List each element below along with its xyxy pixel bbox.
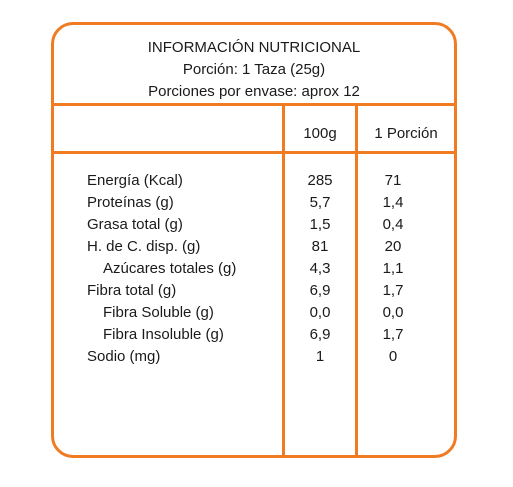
nutrient-value-100g: 285	[307, 172, 333, 189]
column-divider-left	[282, 106, 285, 455]
nutrient-value-portion: 1,4	[382, 194, 404, 211]
nutrient-value-portion: 0,0	[382, 304, 404, 321]
nutrient-value-portion: 71	[384, 172, 402, 189]
nutrient-name: Grasa total (g)	[87, 216, 183, 233]
nutrient-name: Sodio (mg)	[87, 348, 161, 365]
nutrient-value-portion: 20	[384, 238, 402, 255]
column-header-100g: 100g	[303, 125, 337, 142]
column-header-divider	[54, 151, 454, 154]
nutrient-subname: Fibra Insoluble (g)	[103, 326, 224, 343]
nutrient-value-100g: 6,9	[309, 326, 331, 343]
nutrient-value-portion: 0	[388, 348, 398, 365]
nutrient-value-100g: 0,0	[309, 304, 331, 321]
label-title: INFORMACIÓN NUTRICIONAL	[147, 39, 361, 56]
header-divider	[54, 103, 454, 106]
nutrient-value-100g: 4,3	[309, 260, 331, 277]
column-divider-right	[355, 106, 358, 455]
servings-per-container: Porciones por envase: aprox 12	[148, 83, 360, 100]
nutrient-name: H. de C. disp. (g)	[87, 238, 201, 255]
column-header-portion: 1 Porción	[374, 125, 438, 142]
nutrient-value-100g: 6,9	[309, 282, 331, 299]
nutrition-label-frame	[51, 22, 457, 458]
nutrient-value-100g: 81	[311, 238, 329, 255]
portion-size: Porción: 1 Taza (25g)	[182, 61, 326, 78]
nutrient-value-100g: 5,7	[309, 194, 331, 211]
nutrient-value-100g: 1,5	[309, 216, 331, 233]
nutrient-subname: Azúcares totales (g)	[103, 260, 237, 277]
nutrient-name: Proteínas (g)	[87, 194, 174, 211]
nutrient-value-portion: 1,1	[382, 260, 404, 277]
nutrient-name: Fibra total (g)	[87, 282, 177, 299]
nutrient-value-100g: 1	[315, 348, 325, 365]
nutrient-value-portion: 0,4	[382, 216, 404, 233]
nutrient-name: Energía (Kcal)	[87, 172, 183, 189]
nutrient-subname: Fibra Soluble (g)	[103, 304, 214, 321]
nutrient-value-portion: 1,7	[382, 326, 404, 343]
nutrient-value-portion: 1,7	[382, 282, 404, 299]
